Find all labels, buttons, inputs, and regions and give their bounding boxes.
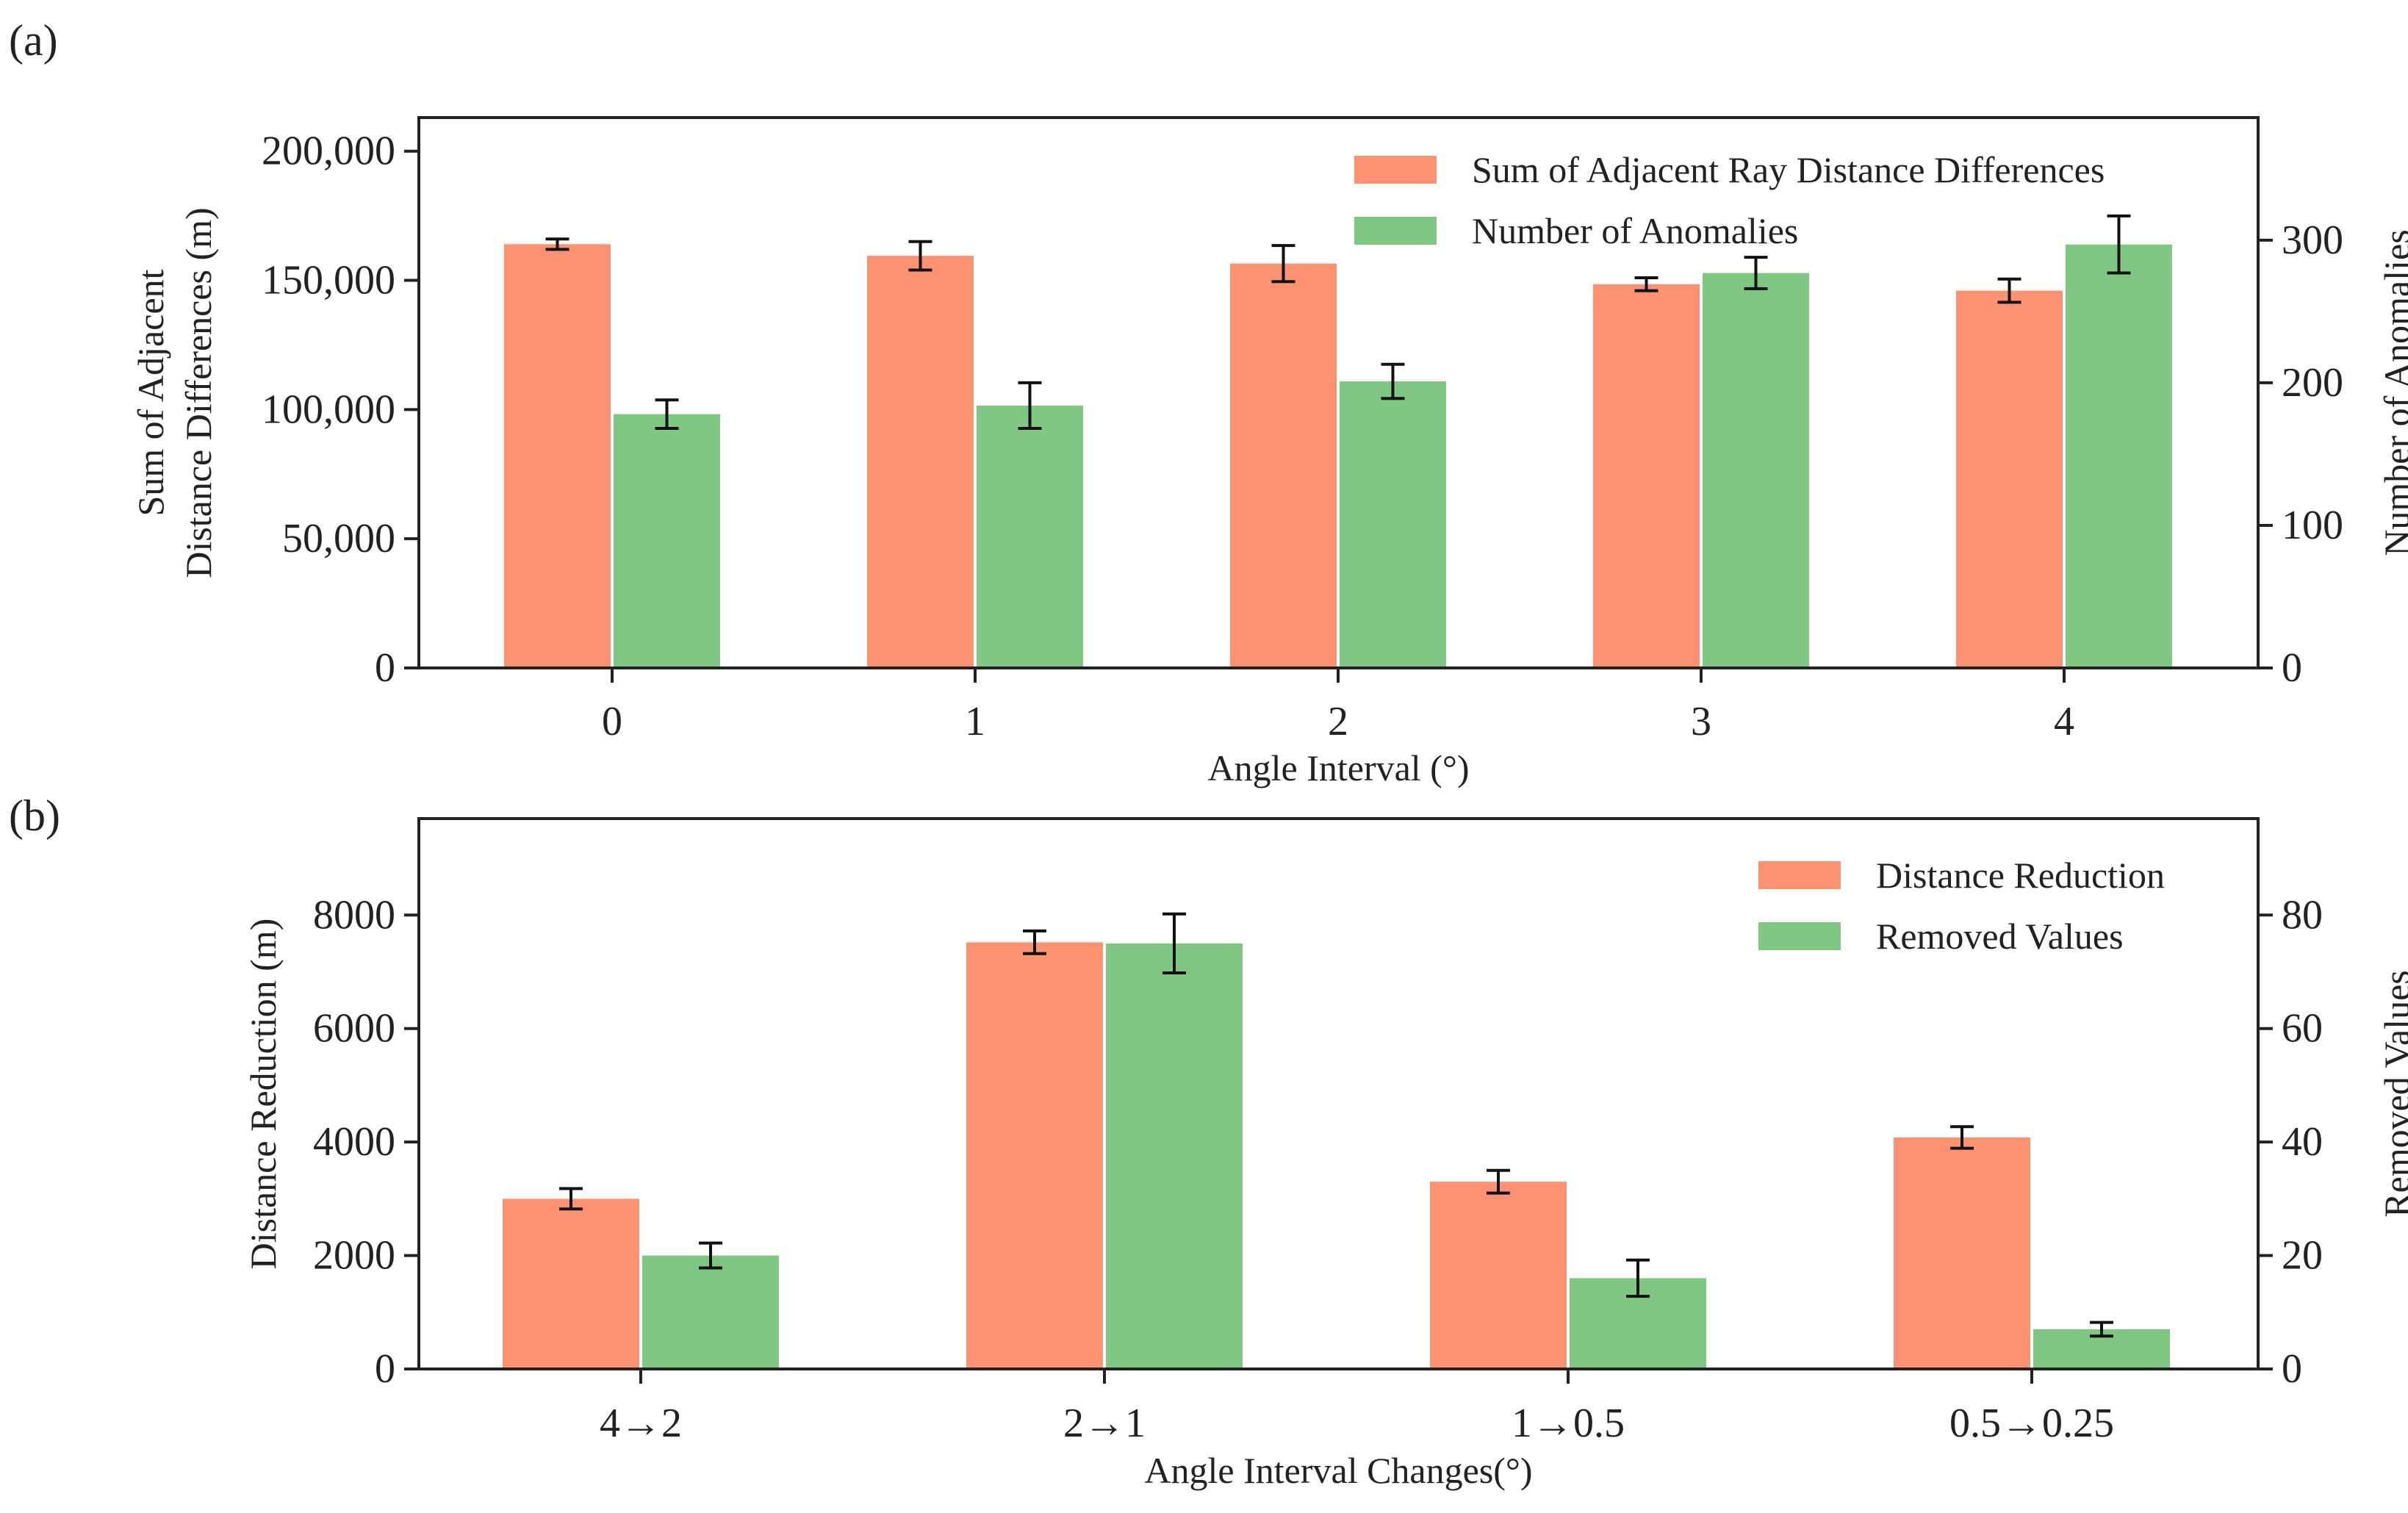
panel-b-label: (b): [9, 791, 60, 840]
panel-b-bar-left-3: [1894, 1137, 2030, 1369]
panel-a-y-tick-label-1: 50,000: [282, 516, 395, 561]
panel-b-y2-tick-label-3: 60: [2282, 1006, 2323, 1052]
panel-b-y2-tick-label-0: 0: [2282, 1346, 2302, 1392]
panel-b-x-tick-label-2: 1→0.5: [1512, 1401, 1625, 1446]
panel-a-bar-right-1: [977, 405, 1083, 668]
panel-b-bar-right-0: [642, 1255, 779, 1369]
panel-a-legend-label-1: Number of Anomalies: [1472, 210, 1798, 251]
panel-b-y-tick-label-2: 4000: [313, 1119, 395, 1165]
panel-b-bar-left-1: [966, 942, 1103, 1369]
panel-b-y2-tick-label-2: 40: [2282, 1119, 2323, 1165]
panel-b-legend-swatch-0: [1758, 861, 1841, 889]
panel-a-y-tick-label-3: 150,000: [262, 258, 395, 303]
panel-a-y-axis-label-1: Distance Differences (m): [178, 207, 219, 578]
panel-b-legend-label-0: Distance Reduction: [1876, 855, 2165, 896]
panel-a-x-tick-label-1: 1: [965, 699, 985, 744]
panel-b-y-tick-label-1: 2000: [313, 1233, 395, 1279]
panel-a-y2-tick-label-2: 200: [2282, 360, 2343, 406]
panel-a-bar-right-2: [1340, 381, 1446, 668]
panel-a-x-tick-label-2: 2: [1328, 699, 1348, 744]
panel-a-y2-tick-label-0: 0: [2282, 645, 2302, 691]
panel-b-y-tick-label-4: 8000: [313, 892, 395, 938]
panel-b-legend-swatch-1: [1758, 922, 1841, 950]
panel-b-x-axis-label: Angle Interval Changes(°): [1144, 1450, 1532, 1491]
panel-a-y2-axis-label: Number of Anomalies: [2376, 229, 2408, 556]
panel-b-y2-tick-label-1: 20: [2282, 1233, 2323, 1279]
panel-a-bar-right-3: [1703, 273, 1809, 668]
panel-b-x-tick-label-1: 2→1: [1063, 1401, 1146, 1446]
panel-a-y-tick-label-2: 100,000: [262, 387, 395, 432]
panel-a-bar-left-1: [867, 256, 974, 668]
panel-a-y-tick-label-4: 200,000: [262, 129, 395, 174]
panel-a-legend-swatch-1: [1354, 217, 1437, 245]
panel-b-x-tick-label-0: 4→2: [600, 1401, 682, 1446]
panel-a-x-tick-label-0: 0: [602, 699, 622, 744]
panel-b-y-axis-label-0: Distance Reduction (m): [242, 919, 284, 1270]
panel-a-bar-left-3: [1593, 284, 1700, 669]
panel-b-legend-label-1: Removed Values: [1876, 916, 2124, 957]
panel-a-y-tick-label-0: 0: [375, 645, 395, 691]
panel-b-y-tick-label-0: 0: [375, 1346, 395, 1392]
panel-a-y2-tick-label-3: 300: [2282, 218, 2343, 263]
panel-a-x-tick-label-4: 4: [2054, 699, 2074, 744]
panel-a-x-axis-label: Angle Interval (°): [1208, 747, 1470, 788]
panel-b-bar-left-2: [1430, 1182, 1567, 1369]
panel-a-bar-left-0: [504, 244, 611, 668]
panel-b-plot-frame: [417, 817, 2260, 1370]
panel-a-bar-left-4: [1956, 290, 2063, 668]
panel-b-bar-left-0: [503, 1198, 639, 1369]
panel-a-bar-right-4: [2066, 244, 2172, 668]
panel-a-y2-tick-label-1: 100: [2282, 503, 2343, 548]
panel-b-x-tick-label-3: 0.5→0.25: [1949, 1401, 2114, 1446]
panel-b-y2-tick-label-4: 80: [2282, 892, 2323, 938]
panel-a-label: (a): [9, 16, 58, 65]
panel-b-y-tick-label-3: 6000: [313, 1006, 395, 1052]
panel-a-legend-swatch-0: [1354, 156, 1437, 184]
panel-a-x-tick-label-3: 3: [1691, 699, 1711, 744]
panel-b-y2-axis-label: Removed Values: [2376, 970, 2408, 1218]
panel-a-legend-label-0: Sum of Adjacent Ray Distance Differences: [1472, 149, 2105, 190]
panel-a-bar-left-2: [1230, 263, 1337, 668]
panel-b-bar-right-1: [1106, 943, 1243, 1369]
panel-a-bar-right-0: [614, 414, 720, 668]
panel-a-y-axis-label-0: Sum of Adjacent: [130, 269, 171, 516]
panel-a-plot-frame: [417, 116, 2260, 669]
